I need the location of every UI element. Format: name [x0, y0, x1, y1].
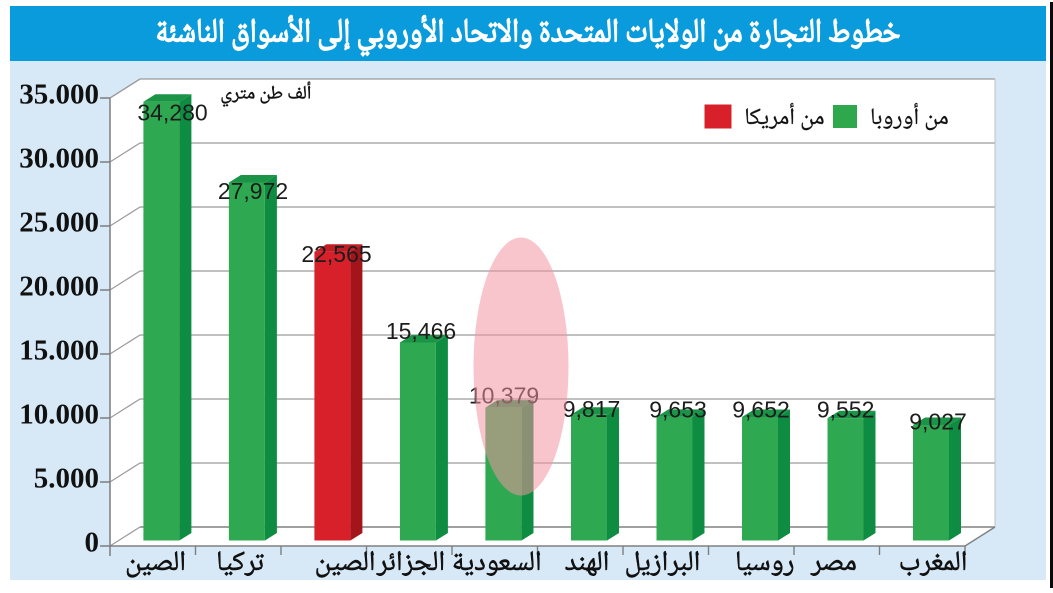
svg-text:15.000: 15.000 — [19, 335, 99, 367]
svg-text:30.000: 30.000 — [19, 143, 99, 175]
svg-text:9,027: 9,027 — [909, 409, 967, 435]
svg-text:27,972: 27,972 — [218, 178, 288, 204]
svg-text:10.000: 10.000 — [19, 399, 99, 431]
svg-text:9,653: 9,653 — [649, 397, 707, 423]
svg-text:34,280: 34,280 — [137, 100, 207, 126]
svg-text:22,565: 22,565 — [301, 241, 371, 267]
svg-text:35.000: 35.000 — [19, 79, 99, 111]
svg-text:9,552: 9,552 — [817, 397, 875, 423]
svg-text:9,652: 9,652 — [732, 397, 790, 423]
svg-text:25.000: 25.000 — [19, 207, 99, 239]
svg-text:15,466: 15,466 — [386, 318, 456, 344]
svg-text:20.000: 20.000 — [19, 271, 99, 303]
svg-text:5.000: 5.000 — [34, 463, 99, 495]
svg-text:0: 0 — [85, 527, 100, 559]
svg-text:9,817: 9,817 — [563, 396, 621, 422]
